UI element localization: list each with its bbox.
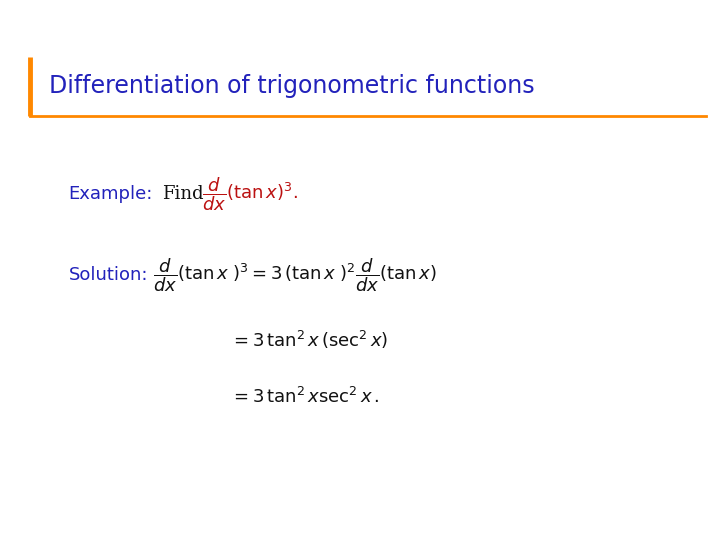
Text: Differentiation of trigonometric functions: Differentiation of trigonometric functio… bbox=[49, 75, 534, 98]
Text: $\dfrac{d}{dx}(\tan x\;)^3 = 3\,(\tan x\;)^2\dfrac{d}{dx}(\tan x)$: $\dfrac{d}{dx}(\tan x\;)^3 = 3\,(\tan x\… bbox=[153, 256, 438, 294]
Text: $= 3\,\tan^2 x\,(\sec^2 x)$: $= 3\,\tan^2 x\,(\sec^2 x)$ bbox=[230, 329, 389, 351]
Text: Solution:: Solution: bbox=[68, 266, 148, 285]
Text: Example:: Example: bbox=[68, 185, 153, 204]
Text: Find: Find bbox=[162, 185, 204, 204]
Text: $= 3\,\tan^2 x\sec^2 x\,.$: $= 3\,\tan^2 x\sec^2 x\,.$ bbox=[230, 387, 380, 407]
Text: $\dfrac{d}{dx}(\tan x)^3.$: $\dfrac{d}{dx}(\tan x)^3.$ bbox=[202, 176, 297, 213]
